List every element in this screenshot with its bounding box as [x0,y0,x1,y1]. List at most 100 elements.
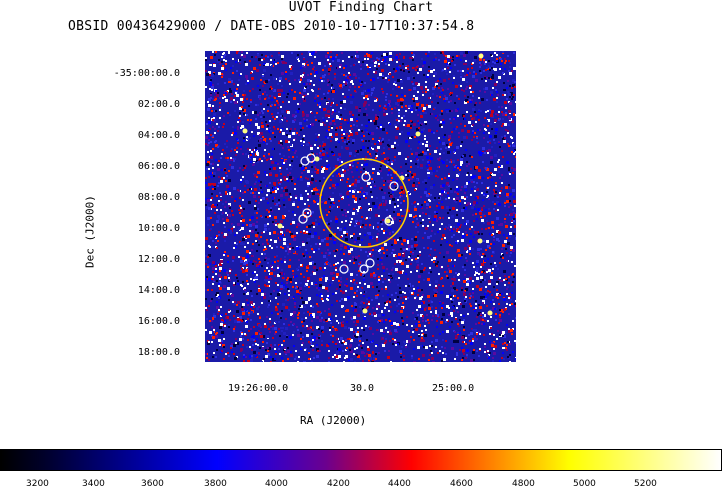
noise-pixel [287,253,289,255]
noise-pixel [221,169,223,171]
noise-pixel [482,270,485,273]
noise-pixel [344,298,347,301]
noise-pixel [504,202,506,204]
noise-pixel [225,99,228,102]
noise-pixel [474,111,476,113]
noise-pixel [205,353,207,355]
noise-pixel [468,181,470,183]
noise-pixel [429,345,431,347]
noise-pixel [395,136,398,139]
noise-pixel [273,126,275,128]
noise-pixel [305,167,307,169]
noise-pixel [345,355,348,358]
noise-pixel [317,305,319,307]
noise-pixel [277,289,279,291]
noise-pixel [303,361,306,362]
noise-pixel [263,116,265,118]
noise-pixel [382,138,384,140]
noise-pixel [466,174,468,176]
noise-pixel [328,357,330,359]
noise-pixel [282,61,285,64]
noise-pixel [289,90,291,92]
noise-pixel [401,87,403,89]
noise-pixel [398,86,400,88]
noise-pixel [402,302,404,304]
noise-pixel [385,232,387,234]
noise-pixel [397,213,400,216]
noise-pixel [361,226,363,228]
noise-pixel [376,68,378,70]
noise-pixel [297,329,299,331]
noise-pixel [231,343,233,345]
noise-pixel [251,151,253,153]
noise-pixel [479,212,482,215]
noise-pixel [445,226,447,228]
noise-pixel [242,101,244,103]
noise-pixel [318,328,320,330]
noise-pixel [445,147,447,149]
noise-pixel [238,228,240,230]
noise-pixel [289,65,292,68]
noise-pixel [407,248,410,251]
noise-pixel [339,159,341,161]
noise-pixel [506,293,508,295]
noise-pixel [350,221,352,223]
noise-pixel [426,156,429,159]
noise-pixel [421,330,423,332]
noise-pixel [313,272,316,275]
noise-pixel [271,156,273,158]
noise-pixel [220,107,222,109]
noise-pixel [472,248,474,250]
noise-pixel [464,298,466,300]
noise-pixel [377,172,380,175]
noise-pixel [472,214,474,216]
noise-pixel [293,345,295,347]
noise-pixel [468,342,470,344]
sky-image [205,51,516,362]
noise-pixel [385,108,387,110]
noise-pixel [296,132,298,134]
noise-pixel [300,305,303,308]
noise-pixel [387,180,390,183]
noise-pixel [229,207,231,209]
noise-pixel [462,235,465,238]
noise-pixel [304,120,306,122]
noise-pixel [483,334,485,336]
noise-pixel [357,162,359,164]
noise-pixel [264,253,266,255]
noise-pixel [362,360,364,362]
noise-pixel [310,80,312,82]
noise-pixel [228,179,231,182]
noise-pixel [247,302,249,304]
noise-pixel [506,349,508,351]
noise-pixel [498,322,500,324]
noise-pixel [288,324,290,326]
noise-pixel [252,272,254,274]
noise-pixel [465,149,467,151]
noise-pixel [490,263,492,265]
noise-pixel [315,96,317,98]
noise-pixel [422,159,424,161]
noise-pixel [324,97,326,99]
noise-pixel [400,80,403,83]
noise-pixel [336,54,338,56]
noise-pixel [435,81,437,83]
noise-pixel [340,107,342,109]
noise-pixel [315,180,317,182]
noise-pixel [431,101,433,103]
noise-pixel [327,103,329,105]
noise-pixel [464,198,466,200]
noise-pixel [421,334,423,336]
noise-pixel [363,317,366,320]
noise-pixel [347,169,349,171]
noise-pixel [363,352,365,354]
noise-pixel [302,165,304,167]
noise-pixel [303,230,305,232]
noise-pixel [267,223,269,225]
noise-pixel [493,352,496,355]
noise-pixel [397,271,399,273]
noise-pixel [360,171,362,173]
noise-pixel [361,216,363,218]
noise-pixel [215,270,217,272]
noise-pixel [293,311,296,314]
